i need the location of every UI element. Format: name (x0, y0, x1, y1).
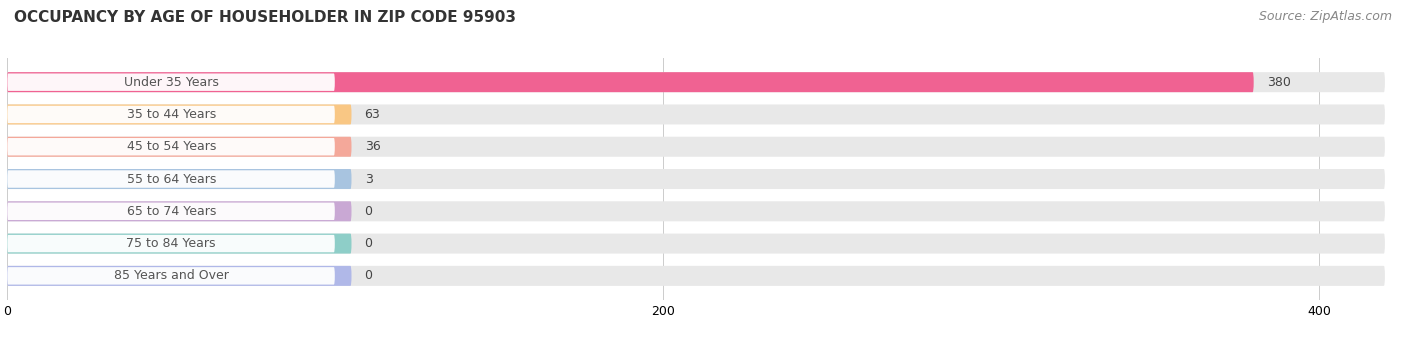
FancyBboxPatch shape (7, 104, 1385, 124)
Text: 35 to 44 Years: 35 to 44 Years (127, 108, 217, 121)
FancyBboxPatch shape (7, 235, 335, 252)
FancyBboxPatch shape (7, 267, 335, 285)
Text: OCCUPANCY BY AGE OF HOUSEHOLDER IN ZIP CODE 95903: OCCUPANCY BY AGE OF HOUSEHOLDER IN ZIP C… (14, 10, 516, 25)
FancyBboxPatch shape (7, 234, 351, 254)
FancyBboxPatch shape (7, 266, 1385, 286)
FancyBboxPatch shape (7, 106, 335, 123)
FancyBboxPatch shape (7, 169, 1385, 189)
Text: 36: 36 (364, 140, 381, 153)
Text: 0: 0 (364, 269, 373, 282)
FancyBboxPatch shape (7, 234, 1385, 254)
FancyBboxPatch shape (7, 201, 1385, 221)
FancyBboxPatch shape (7, 73, 335, 91)
FancyBboxPatch shape (7, 266, 351, 286)
FancyBboxPatch shape (7, 203, 335, 220)
Text: 75 to 84 Years: 75 to 84 Years (127, 237, 217, 250)
Text: 55 to 64 Years: 55 to 64 Years (127, 173, 217, 186)
Text: 65 to 74 Years: 65 to 74 Years (127, 205, 217, 218)
FancyBboxPatch shape (7, 169, 351, 189)
FancyBboxPatch shape (7, 138, 335, 155)
FancyBboxPatch shape (7, 137, 351, 157)
Text: 0: 0 (364, 237, 373, 250)
Text: 45 to 54 Years: 45 to 54 Years (127, 140, 217, 153)
Text: 380: 380 (1267, 76, 1291, 89)
FancyBboxPatch shape (7, 170, 335, 188)
FancyBboxPatch shape (7, 104, 351, 124)
Text: 85 Years and Over: 85 Years and Over (114, 269, 229, 282)
FancyBboxPatch shape (7, 72, 1254, 92)
FancyBboxPatch shape (7, 137, 1385, 157)
Text: 0: 0 (364, 205, 373, 218)
Text: 3: 3 (364, 173, 373, 186)
Text: Under 35 Years: Under 35 Years (124, 76, 219, 89)
FancyBboxPatch shape (7, 72, 1385, 92)
Text: 63: 63 (364, 108, 381, 121)
FancyBboxPatch shape (7, 201, 351, 221)
Text: Source: ZipAtlas.com: Source: ZipAtlas.com (1258, 10, 1392, 23)
